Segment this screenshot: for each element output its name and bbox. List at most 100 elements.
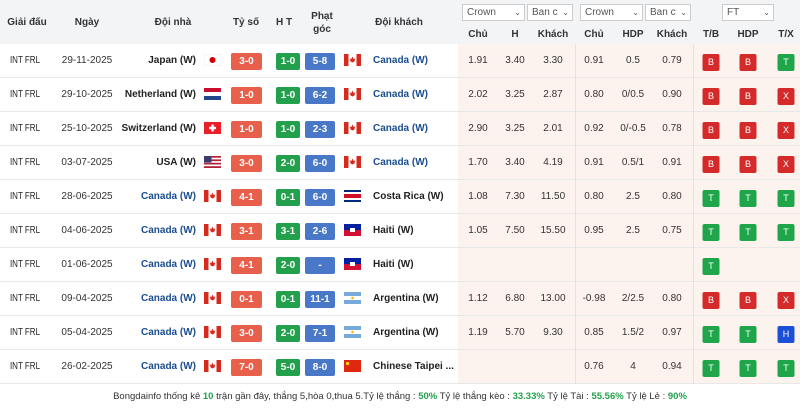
odds-hdp-value: 0.5/1 <box>621 157 645 168</box>
score-badge[interactable]: 3-0 <box>231 325 262 342</box>
score-badge[interactable]: 3-0 <box>231 155 262 172</box>
col-league: Giải đấu <box>7 17 47 28</box>
divider <box>575 112 576 146</box>
home-team[interactable]: Canada (W) <box>141 327 196 338</box>
odds-1x2-value: 3.40 <box>505 55 525 66</box>
divider <box>693 248 694 282</box>
odds-hdp-value: 2.5 <box>626 225 640 236</box>
summary-text: Tỷ lệ thắng kèo : <box>437 391 513 402</box>
away-team[interactable]: Canada (W) <box>373 55 428 66</box>
odds-1x2-value: 11.50 <box>540 191 566 202</box>
odds-1x2-value: 13.00 <box>540 293 566 304</box>
away-team[interactable]: Haiti (W) <box>373 259 414 270</box>
divider <box>575 316 576 350</box>
league-name: INT FRL <box>9 327 41 338</box>
match-row: INT FRL 09-04-2025 Canada (W) 0-1 0-1 11… <box>0 282 800 316</box>
summary-text: trận gần đây, thắng 5,hòa 0,thua 5.Tỷ lệ… <box>213 391 419 402</box>
match-date: 01-06-2025 <box>61 259 113 270</box>
select-value: Ban c <box>532 7 558 18</box>
corner-badge: 7-1 <box>305 325 335 342</box>
home-team[interactable]: Canada (W) <box>141 293 196 304</box>
bookmaker-select-hdp[interactable]: Crown ⌄ <box>580 4 643 21</box>
select-value: Ban c <box>650 7 676 18</box>
canada-flag-icon <box>344 54 361 66</box>
match-date: 29-11-2025 <box>61 55 113 66</box>
home-team[interactable]: Canada (W) <box>141 191 196 202</box>
away-team[interactable]: Chinese Taipei ... <box>373 361 454 372</box>
match-row: INT FRL 04-06-2025 Canada (W) 3-1 3-1 2-… <box>0 214 800 248</box>
type-select-1x2[interactable]: Ban c ⌄ <box>527 4 573 21</box>
away-team[interactable]: Canada (W) <box>373 123 428 134</box>
score-badge[interactable]: 3-0 <box>231 53 262 70</box>
divider <box>693 282 694 316</box>
odds-1x2-value: 1.19 <box>468 327 488 338</box>
away-team[interactable]: Costa Rica (W) <box>373 191 444 202</box>
usa-flag-icon <box>204 156 221 168</box>
odds-1x2-value: 1.70 <box>468 157 488 168</box>
league-name: INT FRL <box>9 361 41 372</box>
home-team[interactable]: Canada (W) <box>141 225 196 236</box>
corner-badge: 11-1 <box>305 291 335 308</box>
league-name: INT FRL <box>9 259 41 270</box>
table-header: Giải đấu Ngày Đội nhà Tỷ số H T Phạt góc… <box>0 0 800 44</box>
score-badge[interactable]: 1-0 <box>231 87 262 104</box>
period-select[interactable]: FT ⌄ <box>722 4 774 21</box>
league-name: INT FRL <box>9 55 41 66</box>
result-badge: T <box>777 190 795 207</box>
odds-hdp-value: 0.85 <box>584 327 604 338</box>
odds-hdp-value: 4 <box>630 361 636 372</box>
score-badge[interactable]: 3-1 <box>231 223 262 240</box>
league-name: INT FRL <box>9 89 41 100</box>
away-team[interactable]: Canada (W) <box>373 89 428 100</box>
corner-badge: 8-0 <box>305 359 335 376</box>
win-rate: 50% <box>418 391 438 402</box>
home-team[interactable]: Japan (W) <box>148 55 196 66</box>
halftime-badge: 0-1 <box>276 291 300 308</box>
home-team[interactable]: Netherland (W) <box>124 89 196 100</box>
odds-1x2-value: 3.25 <box>505 89 525 100</box>
home-team[interactable]: Switzerland (W) <box>121 123 196 134</box>
summary-footer: Bongdainfo thống kê 10 trận gần đây, thắ… <box>0 384 800 414</box>
away-team[interactable]: Haiti (W) <box>373 225 414 236</box>
corner-badge: 6-2 <box>305 87 335 104</box>
corner-badge: 5-8 <box>305 53 335 70</box>
league-name: INT FRL <box>9 225 41 236</box>
match-row: INT FRL 26-02-2025 Canada (W) 7-0 5-0 8-… <box>0 350 800 384</box>
type-select-hdp[interactable]: Ban c ⌄ <box>645 4 691 21</box>
odds-hdp-value: 0.75 <box>662 225 682 236</box>
home-team[interactable]: Canada (W) <box>141 361 196 372</box>
match-date: 04-06-2025 <box>61 225 113 236</box>
away-team[interactable]: Canada (W) <box>373 157 428 168</box>
score-badge[interactable]: 0-1 <box>231 291 262 308</box>
odds-1x2-value: 9.30 <box>543 327 563 338</box>
score-badge[interactable]: 4-1 <box>231 189 262 206</box>
match-date: 25-10-2025 <box>61 123 113 134</box>
divider <box>575 146 576 180</box>
odds-hdp-value: 0.95 <box>584 225 604 236</box>
result-badge: T <box>777 224 795 241</box>
away-team[interactable]: Argentina (W) <box>373 327 439 338</box>
match-date: 26-02-2025 <box>61 361 113 372</box>
odds-hdp-value: 0.5 <box>626 55 640 66</box>
odds-1x2-value: 1.08 <box>468 191 488 202</box>
odds-hdp-value: 0.97 <box>662 327 682 338</box>
result-badge: X <box>777 122 795 139</box>
score-badge[interactable]: 7-0 <box>231 359 262 376</box>
result-badge: T <box>739 326 757 343</box>
score-badge[interactable]: 4-1 <box>231 257 262 274</box>
match-date: 29-10-2025 <box>61 89 113 100</box>
away-team[interactable]: Argentina (W) <box>373 293 439 304</box>
home-team[interactable]: USA (W) <box>156 157 196 168</box>
score-badge[interactable]: 1-0 <box>231 121 262 138</box>
col-date: Ngày <box>74 17 100 28</box>
home-team[interactable]: Canada (W) <box>141 259 196 270</box>
halftime-badge: 1-0 <box>276 121 300 138</box>
result-badge: T <box>702 360 720 377</box>
odds-hdp-value: 2.5 <box>626 191 640 202</box>
col-result-tx: T/X <box>778 29 794 40</box>
league-name: INT FRL <box>9 293 41 304</box>
bookmaker-select-1x2[interactable]: Crown ⌄ <box>462 4 525 21</box>
col-away: Đội khách <box>375 17 423 28</box>
haiti-flag-icon <box>344 258 361 270</box>
odds-hdp-value: -0.98 <box>582 293 606 304</box>
